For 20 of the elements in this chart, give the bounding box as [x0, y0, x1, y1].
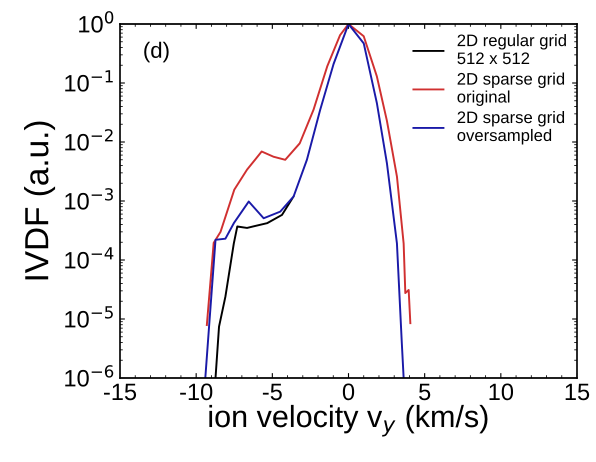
y-tick-label: 10$^{−3}$: [65, 188, 113, 210]
x-axis-title: ion velocity v$_{y}$ (km/s): [209, 404, 488, 436]
legend-label: 2D sparse grid original: [457, 72, 564, 106]
y-tick-label: 10$^{−5}$: [65, 306, 113, 328]
y-tick-label: 10$^{−1}$: [65, 70, 113, 92]
x-tick-label: -5: [262, 384, 282, 400]
x-tick-label: 15: [566, 384, 590, 400]
x-tick-label: 0: [342, 383, 354, 400]
line-series: [204, 24, 405, 378]
x-tick-label: 10: [490, 383, 514, 400]
x-tick-label: -10: [180, 383, 212, 400]
y-tick-label: 10$^{−2}$: [65, 129, 113, 151]
legend-label: 2D regular grid 512 x 512: [457, 34, 566, 64]
line-series: [206, 24, 412, 326]
x-tick-label: 5: [419, 384, 430, 400]
y-tick-label: 10$^{−4}$: [65, 247, 114, 269]
annotation: (d): [144, 42, 169, 62]
y-axis-title: IVDF (a.u.): [24, 122, 56, 280]
legend-label: 2D sparse grid oversampled: [457, 110, 564, 144]
y-tick-label: 10$^{0}$: [79, 11, 114, 33]
